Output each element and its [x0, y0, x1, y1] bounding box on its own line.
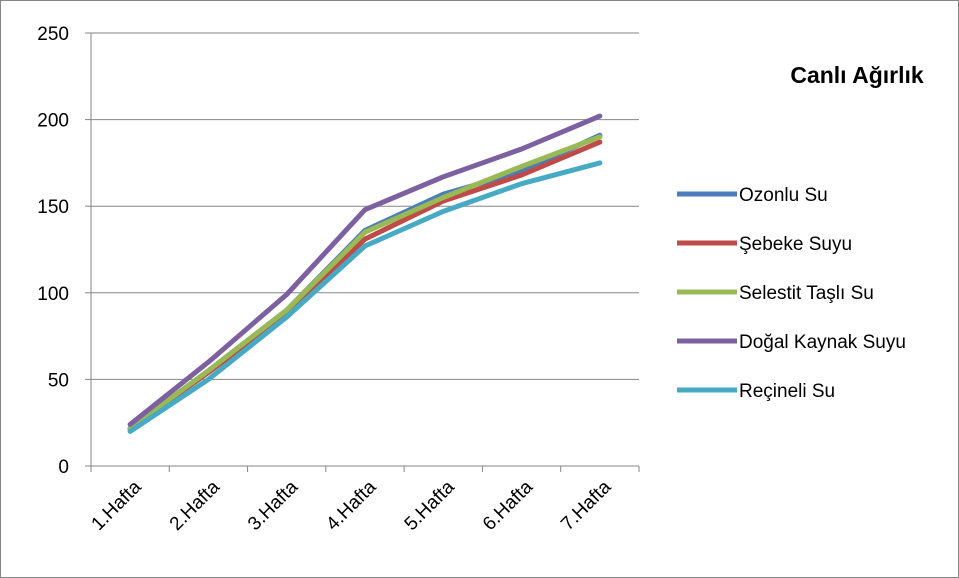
axes [90, 33, 639, 467]
legend-label: Şebeke Suyu [739, 234, 852, 255]
legend-label: Reçineli Su [739, 381, 835, 402]
legend-label: Selestit Taşlı Su [739, 283, 874, 304]
x-tick-label: 7.Hafta [557, 476, 615, 534]
x-axis-ticks: 1.Hafta 2.Hafta 3.Hafta 4.Hafta 5.Hafta 6.Haf… [88, 466, 640, 535]
y-tick-label: 0 [58, 457, 69, 478]
y-tick-label: 50 [48, 370, 69, 391]
y-tick-label: 200 [37, 111, 69, 132]
series-lines [127, 113, 603, 434]
x-tick-label: 1.Hafta [88, 476, 146, 534]
series-line-4 [127, 113, 603, 427]
series-line-3 [127, 134, 603, 431]
x-tick-label: 3.Hafta [244, 476, 302, 534]
x-tick-label: 5.Hafta [401, 476, 459, 534]
chart-title: Canlı Ağırlık [790, 62, 924, 88]
y-tick-label: 250 [37, 24, 69, 45]
x-tick-label: 2.Hafta [166, 476, 224, 534]
series-line-5 [127, 160, 603, 434]
y-tick-label: 100 [37, 284, 69, 305]
y-axis-ticks: 0 50 100 150 200 250 [37, 24, 91, 478]
legend-label: Ozonlu Su [739, 185, 828, 206]
gridlines [91, 32, 639, 380]
legend-label: Doğal Kaynak Suyu [739, 332, 906, 353]
x-tick-label: 6.Hafta [479, 476, 537, 534]
legend: Ozonlu Su Şebeke Suyu Selestit Taşlı Su Doğ… [677, 185, 906, 402]
y-tick-label: 150 [37, 197, 69, 218]
x-tick-label: 4.Hafta [322, 476, 380, 534]
